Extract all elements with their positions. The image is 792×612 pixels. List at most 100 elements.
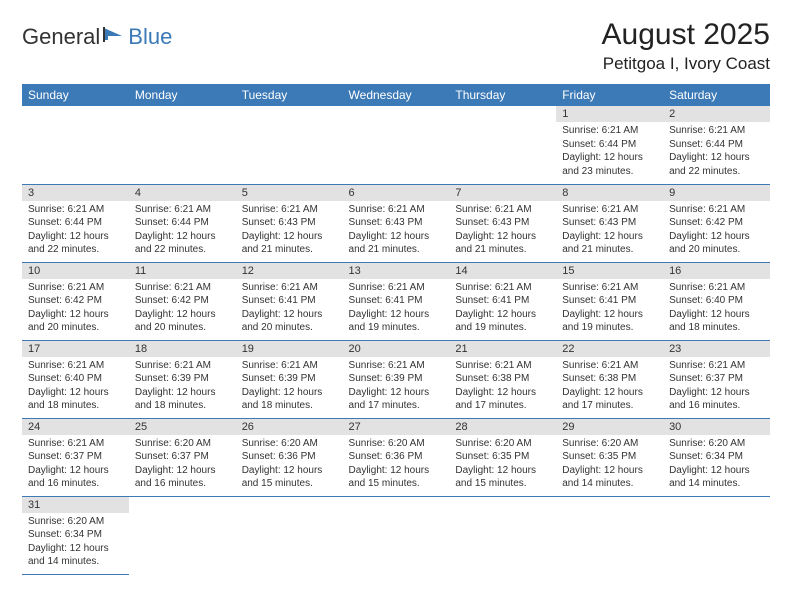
daylight-line1: Daylight: 12 hours <box>562 230 657 244</box>
day-details: Sunrise: 6:20 AMSunset: 6:35 PMDaylight:… <box>449 435 556 495</box>
flag-icon <box>102 25 126 50</box>
daylight-line2: and 14 minutes. <box>669 477 764 491</box>
calendar-cell: 8Sunrise: 6:21 AMSunset: 6:43 PMDaylight… <box>556 184 663 262</box>
day-details: Sunrise: 6:21 AMSunset: 6:41 PMDaylight:… <box>343 279 450 339</box>
sunset-label: Sunset: 6:39 PM <box>349 372 444 386</box>
daylight-line1: Daylight: 12 hours <box>455 386 550 400</box>
sunset-label: Sunset: 6:43 PM <box>455 216 550 230</box>
day-number: 20 <box>343 341 450 357</box>
sunrise-label: Sunrise: 6:21 AM <box>135 281 230 295</box>
day-number: 12 <box>236 263 343 279</box>
daylight-line1: Daylight: 12 hours <box>28 464 123 478</box>
day-number: 11 <box>129 263 236 279</box>
sunset-label: Sunset: 6:42 PM <box>669 216 764 230</box>
calendar-cell: 16Sunrise: 6:21 AMSunset: 6:40 PMDayligh… <box>663 262 770 340</box>
day-details: Sunrise: 6:21 AMSunset: 6:44 PMDaylight:… <box>663 122 770 182</box>
calendar-cell: 13Sunrise: 6:21 AMSunset: 6:41 PMDayligh… <box>343 262 450 340</box>
daylight-line1: Daylight: 12 hours <box>455 230 550 244</box>
sunrise-label: Sunrise: 6:21 AM <box>562 281 657 295</box>
weekday-header: Monday <box>129 84 236 106</box>
daylight-line1: Daylight: 12 hours <box>562 151 657 165</box>
daylight-line2: and 18 minutes. <box>135 399 230 413</box>
calendar-cell: 10Sunrise: 6:21 AMSunset: 6:42 PMDayligh… <box>22 262 129 340</box>
day-number: 21 <box>449 341 556 357</box>
day-number: 24 <box>22 419 129 435</box>
calendar-cell: 23Sunrise: 6:21 AMSunset: 6:37 PMDayligh… <box>663 340 770 418</box>
page-title: August 2025 <box>602 18 770 52</box>
day-number: 14 <box>449 263 556 279</box>
sunset-label: Sunset: 6:35 PM <box>455 450 550 464</box>
day-details: Sunrise: 6:20 AMSunset: 6:34 PMDaylight:… <box>663 435 770 495</box>
day-details: Sunrise: 6:21 AMSunset: 6:41 PMDaylight:… <box>449 279 556 339</box>
daylight-line1: Daylight: 12 hours <box>669 151 764 165</box>
sunrise-label: Sunrise: 6:20 AM <box>349 437 444 451</box>
sunset-label: Sunset: 6:41 PM <box>562 294 657 308</box>
calendar-cell: 14Sunrise: 6:21 AMSunset: 6:41 PMDayligh… <box>449 262 556 340</box>
sunset-label: Sunset: 6:36 PM <box>242 450 337 464</box>
calendar-cell <box>663 496 770 574</box>
calendar-cell: 5Sunrise: 6:21 AMSunset: 6:43 PMDaylight… <box>236 184 343 262</box>
day-details: Sunrise: 6:21 AMSunset: 6:39 PMDaylight:… <box>236 357 343 417</box>
weekday-header: Wednesday <box>343 84 450 106</box>
daylight-line2: and 15 minutes. <box>455 477 550 491</box>
day-number: 16 <box>663 263 770 279</box>
day-number: 2 <box>663 106 770 122</box>
calendar-cell: 30Sunrise: 6:20 AMSunset: 6:34 PMDayligh… <box>663 418 770 496</box>
daylight-line1: Daylight: 12 hours <box>562 308 657 322</box>
daylight-line1: Daylight: 12 hours <box>135 230 230 244</box>
sunset-label: Sunset: 6:44 PM <box>28 216 123 230</box>
weekday-header: Saturday <box>663 84 770 106</box>
sunset-label: Sunset: 6:40 PM <box>669 294 764 308</box>
weekday-header: Sunday <box>22 84 129 106</box>
calendar-week-row: 1Sunrise: 6:21 AMSunset: 6:44 PMDaylight… <box>22 106 770 184</box>
daylight-line2: and 18 minutes. <box>28 399 123 413</box>
calendar-cell: 27Sunrise: 6:20 AMSunset: 6:36 PMDayligh… <box>343 418 450 496</box>
sunrise-label: Sunrise: 6:21 AM <box>455 203 550 217</box>
calendar-cell: 28Sunrise: 6:20 AMSunset: 6:35 PMDayligh… <box>449 418 556 496</box>
calendar-cell: 4Sunrise: 6:21 AMSunset: 6:44 PMDaylight… <box>129 184 236 262</box>
calendar-cell <box>449 106 556 184</box>
sunset-label: Sunset: 6:39 PM <box>135 372 230 386</box>
calendar-cell: 12Sunrise: 6:21 AMSunset: 6:41 PMDayligh… <box>236 262 343 340</box>
daylight-line2: and 22 minutes. <box>669 165 764 179</box>
daylight-line2: and 17 minutes. <box>455 399 550 413</box>
calendar-cell: 11Sunrise: 6:21 AMSunset: 6:42 PMDayligh… <box>129 262 236 340</box>
day-details: Sunrise: 6:21 AMSunset: 6:44 PMDaylight:… <box>22 201 129 261</box>
day-number: 22 <box>556 341 663 357</box>
daylight-line1: Daylight: 12 hours <box>242 386 337 400</box>
calendar-cell: 29Sunrise: 6:20 AMSunset: 6:35 PMDayligh… <box>556 418 663 496</box>
daylight-line1: Daylight: 12 hours <box>28 386 123 400</box>
title-block: August 2025 Petitgoa I, Ivory Coast <box>602 18 770 74</box>
daylight-line2: and 17 minutes. <box>349 399 444 413</box>
day-number: 6 <box>343 185 450 201</box>
calendar-cell: 7 Sunrise: 6:21 AMSunset: 6:43 PMDaylight… <box>449 184 556 262</box>
day-number: 13 <box>343 263 450 279</box>
daylight-line2: and 21 minutes. <box>242 243 337 257</box>
daylight-line1: Daylight: 12 hours <box>669 464 764 478</box>
sunrise-label: Sunrise: 6:21 AM <box>28 203 123 217</box>
day-number: 5 <box>236 185 343 201</box>
calendar-week-row: 3Sunrise: 6:21 AMSunset: 6:44 PMDaylight… <box>22 184 770 262</box>
sunrise-label: Sunrise: 6:21 AM <box>28 281 123 295</box>
sunset-label: Sunset: 6:36 PM <box>349 450 444 464</box>
day-number: 7 <box>449 185 556 201</box>
sunrise-label: Sunrise: 6:21 AM <box>562 124 657 138</box>
sunset-label: Sunset: 6:41 PM <box>455 294 550 308</box>
sunset-label: Sunset: 6:39 PM <box>242 372 337 386</box>
sunrise-label: Sunrise: 6:21 AM <box>349 359 444 373</box>
calendar-cell: 21Sunrise: 6:21 AMSunset: 6:38 PMDayligh… <box>449 340 556 418</box>
day-number: 15 <box>556 263 663 279</box>
sunrise-label: Sunrise: 6:21 AM <box>669 359 764 373</box>
daylight-line2: and 20 minutes. <box>135 321 230 335</box>
calendar-cell <box>22 106 129 184</box>
calendar-table: Sunday Monday Tuesday Wednesday Thursday… <box>22 84 770 575</box>
daylight-line2: and 15 minutes. <box>242 477 337 491</box>
sunrise-label: Sunrise: 6:21 AM <box>349 203 444 217</box>
daylight-line2: and 19 minutes. <box>349 321 444 335</box>
sunset-label: Sunset: 6:38 PM <box>455 372 550 386</box>
sunrise-label: Sunrise: 6:20 AM <box>455 437 550 451</box>
calendar-cell: 25Sunrise: 6:20 AMSunset: 6:37 PMDayligh… <box>129 418 236 496</box>
daylight-line2: and 16 minutes. <box>669 399 764 413</box>
day-details: Sunrise: 6:21 AMSunset: 6:44 PMDaylight:… <box>556 122 663 182</box>
sunset-label: Sunset: 6:41 PM <box>349 294 444 308</box>
